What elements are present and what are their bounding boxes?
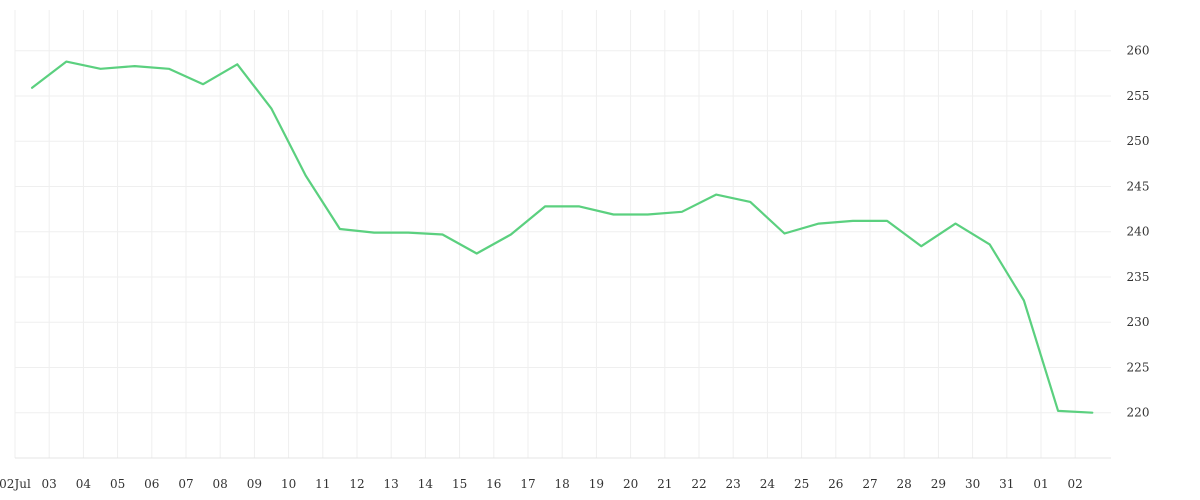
x-tick-label: 09 bbox=[247, 477, 262, 491]
x-tick-label: 05 bbox=[110, 477, 125, 491]
x-tick-label: 22 bbox=[691, 477, 706, 491]
series-line bbox=[30, 60, 1094, 414]
x-tick-label: 08 bbox=[213, 477, 228, 491]
y-tick-label: 240 bbox=[1127, 225, 1150, 239]
y-tick-label: 220 bbox=[1127, 406, 1150, 420]
x-tick-label: 26 bbox=[828, 477, 843, 491]
x-tick-label: 02Jul bbox=[0, 477, 31, 491]
x-tick-label: 07 bbox=[178, 477, 193, 491]
x-tick-label: 03 bbox=[42, 477, 57, 491]
x-tick-label: 18 bbox=[555, 477, 570, 491]
x-tick-label: 29 bbox=[931, 477, 946, 491]
x-tick-label: 15 bbox=[452, 477, 467, 491]
x-tick-label: 10 bbox=[281, 477, 296, 491]
x-tick-label: 17 bbox=[520, 477, 535, 491]
y-tick-label: 225 bbox=[1127, 360, 1150, 374]
x-tick-label: 04 bbox=[76, 477, 92, 491]
x-tick-label: 24 bbox=[760, 477, 776, 491]
x-tick-label: 06 bbox=[144, 477, 159, 491]
x-tick-label: 12 bbox=[349, 477, 364, 491]
x-tick-label: 13 bbox=[384, 477, 399, 491]
x-tick-label: 01 bbox=[1033, 477, 1048, 491]
x-tick-label: 20 bbox=[623, 477, 638, 491]
grid bbox=[14, 10, 1111, 458]
y-tick-label: 230 bbox=[1127, 315, 1150, 329]
x-tick-label: 31 bbox=[999, 477, 1014, 491]
y-tick-label: 255 bbox=[1127, 89, 1150, 103]
y-tick-label: 250 bbox=[1127, 134, 1150, 148]
y-tick-label: 235 bbox=[1127, 270, 1150, 284]
x-tick-label: 25 bbox=[794, 477, 809, 491]
y-tick-label: 245 bbox=[1127, 179, 1150, 193]
x-tick-label: 27 bbox=[862, 477, 877, 491]
x-tick-label: 19 bbox=[589, 477, 604, 491]
x-tick-label: 16 bbox=[486, 477, 501, 491]
x-tick-label: 14 bbox=[418, 477, 434, 491]
x-tick-label: 11 bbox=[315, 477, 330, 491]
y-tick-label: 260 bbox=[1127, 44, 1150, 58]
series-layer bbox=[30, 60, 1094, 414]
axes: 02Jul 03 04 05 06 07 08 09 10 11 12 13 14 15 16 17 18 19 2… bbox=[0, 44, 1149, 491]
x-tick-label: 30 bbox=[965, 477, 980, 491]
x-tick-label: 23 bbox=[726, 477, 741, 491]
x-tick-label: 02 bbox=[1068, 477, 1083, 491]
x-tick-label: 28 bbox=[897, 477, 912, 491]
x-tick-label: 21 bbox=[657, 477, 672, 491]
